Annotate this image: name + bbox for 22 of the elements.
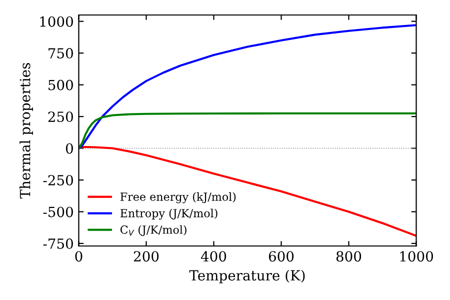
y-tick-label: 250	[48, 112, 73, 122]
y-tick-label: -750	[43, 238, 73, 249]
line-series	[78, 112, 416, 150]
x-tick-label: 400	[200, 251, 226, 262]
y-tick-label: -500	[43, 206, 73, 218]
line-series	[78, 24, 416, 150]
x-tick-label: 200	[134, 251, 159, 262]
x-tick-label: 1000	[400, 251, 433, 262]
x-axis-title: Temperature (K)	[189, 270, 305, 284]
x-tick-label: 0	[75, 251, 82, 262]
legend-label: Free energy (kJ/mol)	[120, 192, 236, 204]
y-axis-title: Thermal properties	[20, 63, 33, 199]
x-tick-label: 800	[336, 251, 362, 262]
y-tick-label: 500	[48, 80, 73, 90]
y-tick-label: 750	[48, 48, 73, 59]
legend-label: Entropy (J/K/mol)	[120, 208, 218, 220]
legend-label: C$_{V}$ (J/K/mol)	[120, 225, 186, 236]
line-series	[78, 146, 416, 237]
x-tick-label: 600	[268, 251, 294, 262]
y-tick-label: -250	[43, 174, 73, 186]
y-tick-label: 0	[66, 143, 73, 154]
y-tick-label: 1000	[40, 16, 73, 27]
